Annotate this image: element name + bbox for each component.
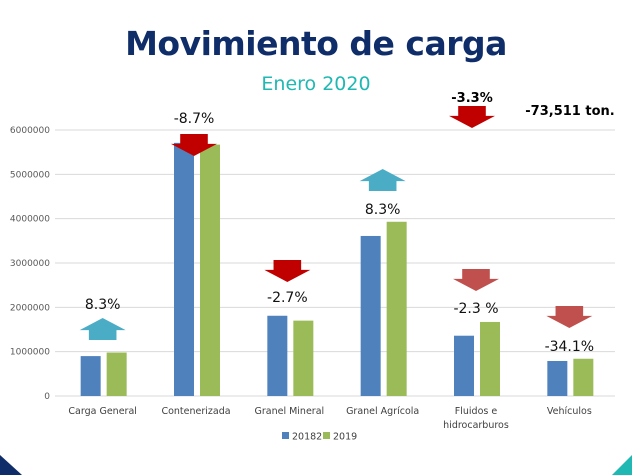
- change-label: -2.7%: [267, 290, 308, 306]
- y-tick-label: 4000000: [10, 215, 50, 225]
- change-label: 8.3%: [85, 297, 121, 313]
- y-tick-label: 5000000: [10, 170, 50, 180]
- bar-20182: [174, 142, 194, 396]
- corner-decoration: [612, 455, 632, 475]
- x-tick-label: hidrocarburos: [443, 420, 509, 431]
- y-tick-label: 3000000: [10, 259, 50, 269]
- y-tick-label: 2000000: [10, 303, 50, 313]
- bar-20182: [454, 335, 474, 396]
- corner-decoration: [0, 455, 22, 475]
- legend-label: 20182: [292, 432, 322, 443]
- x-tick-label: Vehículos: [547, 406, 592, 417]
- bar-20182: [267, 315, 288, 396]
- x-tick-label: Granel Mineral: [254, 406, 324, 417]
- arrow-down-icon: [171, 134, 217, 156]
- page-title: Movimiento de carga: [125, 24, 507, 63]
- change-label: -8.7%: [174, 111, 215, 127]
- arrow-up-icon: [79, 318, 126, 340]
- x-tick-label: Fluidos e: [455, 406, 498, 417]
- bar-2019: [386, 221, 407, 396]
- x-tick-label: Granel Agrícola: [346, 406, 419, 417]
- x-tick-label: Carga General: [68, 406, 137, 417]
- total-tonnage-label: -73,511 ton.: [525, 104, 614, 119]
- bar-20182: [547, 360, 568, 396]
- arrow-down-icon: [453, 269, 499, 291]
- arrow-down-icon: [546, 306, 593, 328]
- change-label: -34.1%: [545, 339, 595, 355]
- arrow-up-icon: [359, 169, 406, 191]
- bar-2019: [200, 144, 220, 396]
- arrow-down-icon: [264, 260, 311, 282]
- total-change-label: -3.3%: [451, 91, 492, 106]
- y-tick-label: 6000000: [10, 126, 50, 136]
- bar-2019: [480, 321, 500, 396]
- legend-label: 2019: [333, 432, 357, 443]
- change-label: -2.3 %: [453, 301, 498, 317]
- y-tick-label: 1000000: [10, 348, 50, 358]
- y-tick-label: 0: [44, 392, 50, 402]
- x-tick-label: Contenerizada: [161, 406, 230, 417]
- bar-2019: [106, 352, 127, 396]
- legend-swatch: [282, 432, 289, 439]
- change-label: 8.3%: [365, 202, 401, 218]
- bar-20182: [80, 356, 101, 396]
- bar-2019: [573, 358, 594, 396]
- legend-swatch: [323, 432, 330, 439]
- page-subtitle: Enero 2020: [261, 73, 371, 95]
- bar-2019: [293, 320, 314, 396]
- arrow-down-icon: [449, 106, 495, 128]
- bar-20182: [360, 235, 381, 396]
